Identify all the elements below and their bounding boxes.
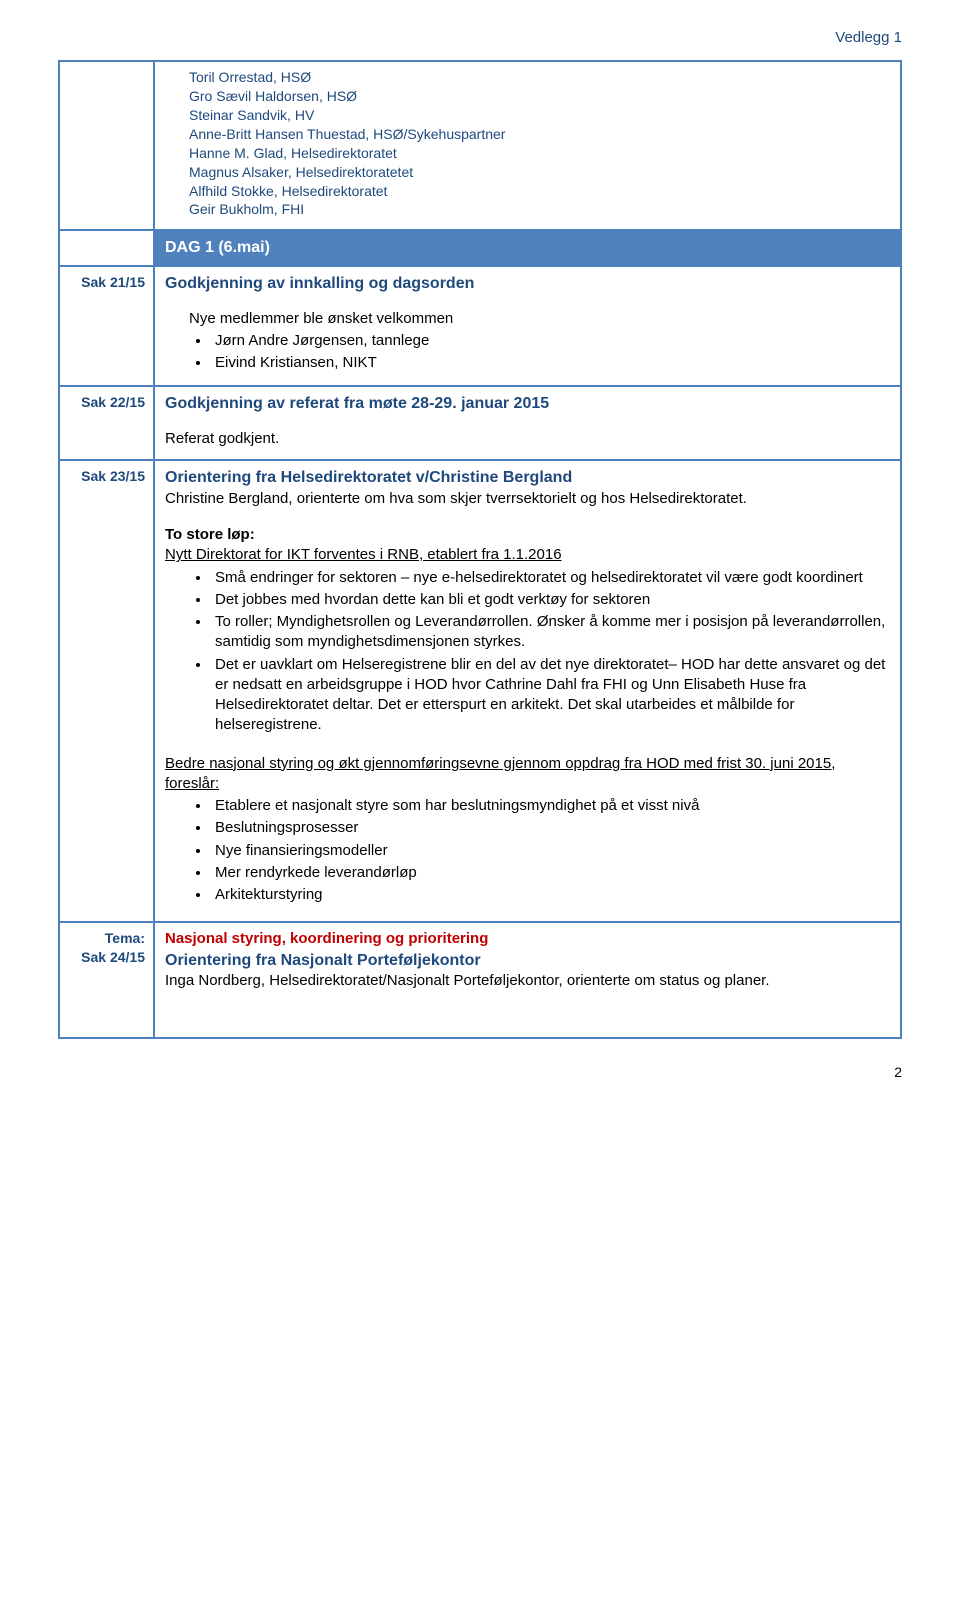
sak21-intro: Nye medlemmer ble ønsket velkommen — [189, 309, 890, 329]
sak23-intro: Christine Bergland, orienterte om hva so… — [165, 489, 890, 509]
list-item: Det jobbes med hvordan dette kan bli et … — [211, 590, 890, 610]
attachment-label: Vedlegg 1 — [58, 28, 902, 48]
attendees-cell: Toril Orrestad, HSØ Gro Sævil Haldorsen,… — [154, 61, 901, 230]
sak21-row: Sak 21/15 Godkjenning av innkalling og d… — [59, 266, 901, 386]
attendees-left-cell — [59, 61, 154, 230]
sak23-two-bullets: Små endringer for sektoren – nye e-helse… — [165, 568, 890, 736]
sak21-cell: Godkjenning av innkalling og dagsorden N… — [154, 266, 901, 386]
list-item: Jørn Andre Jørgensen, tannlege — [211, 331, 890, 351]
sak23-two-title: To store løp: — [165, 525, 890, 545]
sak23-better-bullets: Etablere et nasjonalt styre som har besl… — [165, 796, 890, 905]
sak21-id: Sak 21/15 — [59, 266, 154, 386]
sak23-two-sub: Nytt Direktorat for IKT forventes i RNB,… — [165, 545, 890, 565]
attendee: Anne-Britt Hansen Thuestad, HSØ/Sykehusp… — [189, 125, 890, 144]
sak24-id: Sak 24/15 — [70, 948, 145, 967]
sak22-body: Referat godkjent. — [165, 429, 890, 449]
sak23-id: Sak 23/15 — [59, 460, 154, 922]
attendee: Geir Bukholm, FHI — [189, 200, 890, 219]
attendee: Gro Sævil Haldorsen, HSØ — [189, 87, 890, 106]
list-item: Etablere et nasjonalt styre som har besl… — [211, 796, 890, 816]
attendee: Magnus Alsaker, Helsedirektoratetet — [189, 163, 890, 182]
tema-label: Tema: — [70, 929, 145, 948]
sak21-bullets: Jørn Andre Jørgensen, tannlege Eivind Kr… — [165, 331, 890, 374]
attendees-row: Toril Orrestad, HSØ Gro Sævil Haldorsen,… — [59, 61, 901, 230]
attendee: Alfhild Stokke, Helsedirektoratet — [189, 182, 890, 201]
sak22-id: Sak 22/15 — [59, 386, 154, 460]
list-item: Eivind Kristiansen, NIKT — [211, 353, 890, 373]
dag-label: DAG 1 (6.mai) — [165, 239, 270, 256]
sak24-left: Tema: Sak 24/15 — [59, 922, 154, 1038]
sak24-title: Orientering fra Nasjonalt Porteføljekont… — [165, 950, 890, 972]
sak23-cell: Orientering fra Helsedirektoratet v/Chri… — [154, 460, 901, 922]
sak24-body: Inga Nordberg, Helsedirektoratet/Nasjona… — [165, 971, 890, 991]
dag-header-row: DAG 1 (6.mai) — [59, 230, 901, 266]
tema-title: Nasjonal styring, koordinering og priori… — [165, 929, 890, 949]
agenda-table: Toril Orrestad, HSØ Gro Sævil Haldorsen,… — [58, 60, 902, 1039]
dag-left-cell — [59, 230, 154, 266]
list-item: Arkitekturstyring — [211, 885, 890, 905]
sak23-row: Sak 23/15 Orientering fra Helsedirektora… — [59, 460, 901, 922]
sak22-row: Sak 22/15 Godkjenning av referat fra møt… — [59, 386, 901, 460]
sak21-title: Godkjenning av innkalling og dagsorden — [165, 273, 890, 295]
attendee: Steinar Sandvik, HV — [189, 106, 890, 125]
sak24-row: Tema: Sak 24/15 Nasjonal styring, koordi… — [59, 922, 901, 1038]
dag-cell: DAG 1 (6.mai) — [154, 230, 901, 266]
attendee: Hanne M. Glad, Helsedirektoratet — [189, 144, 890, 163]
attendee: Toril Orrestad, HSØ — [189, 68, 890, 87]
sak22-title: Godkjenning av referat fra møte 28-29. j… — [165, 393, 890, 415]
sak23-title: Orientering fra Helsedirektoratet v/Chri… — [165, 467, 890, 489]
list-item: Nye finansieringsmodeller — [211, 841, 890, 861]
page-number: 2 — [58, 1063, 902, 1082]
page: Vedlegg 1 Toril Orrestad, HSØ Gro Sævil … — [0, 0, 960, 1102]
sak24-cell: Nasjonal styring, koordinering og priori… — [154, 922, 901, 1038]
sak23-better-title: Bedre nasjonal styring og økt gjennomfør… — [165, 754, 890, 795]
list-item: Det er uavklart om Helseregistrene blir … — [211, 655, 890, 736]
list-item: Mer rendyrkede leverandørløp — [211, 863, 890, 883]
sak22-cell: Godkjenning av referat fra møte 28-29. j… — [154, 386, 901, 460]
list-item: To roller; Myndighetsrollen og Leverandø… — [211, 612, 890, 653]
list-item: Beslutningsprosesser — [211, 818, 890, 838]
list-item: Små endringer for sektoren – nye e-helse… — [211, 568, 890, 588]
